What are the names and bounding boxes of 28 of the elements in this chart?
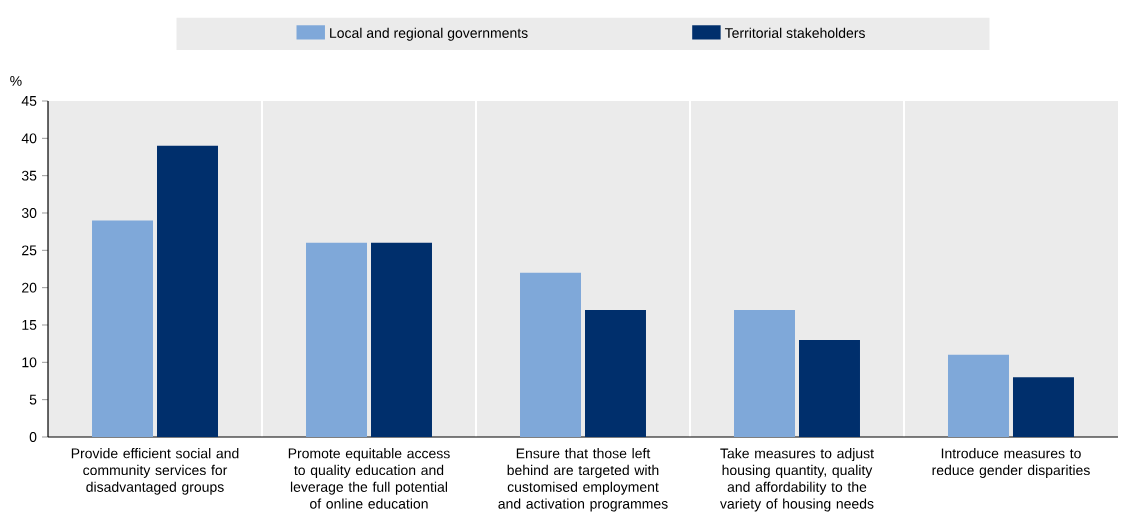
- y-tick-label: 5: [29, 394, 37, 405]
- bar: [948, 354, 1009, 437]
- x-tick-label: Introduce measures to reduce gender disparities: [932, 448, 1090, 478]
- bar: [798, 339, 860, 437]
- bar: [585, 310, 646, 437]
- y-tick-label: 0: [29, 432, 37, 442]
- y-tick-label: 25: [22, 245, 37, 256]
- bar: [306, 242, 368, 437]
- bar: [92, 220, 154, 437]
- bar: [520, 272, 581, 437]
- y-tick-label: 30: [21, 208, 37, 218]
- y-tick-label: 35: [21, 170, 37, 181]
- bar: [371, 242, 432, 437]
- legend-label: Territorial stakeholders: [724, 27, 865, 38]
- x-tick-label: Take measures to adjust housing quantity, quality and affordability to the variety of housing needs: [720, 448, 874, 512]
- y-tick-label: 10: [22, 357, 37, 368]
- bar: [157, 145, 218, 437]
- y-tick-label: 40: [21, 133, 37, 144]
- x-tick-label: Promote equitable access to quality education and leverage the full potential of online education: [288, 448, 450, 509]
- y-axis-title: %: [10, 76, 22, 86]
- legend-label: Local and regional governments: [330, 27, 528, 41]
- bar: [1012, 377, 1074, 437]
- y-tick-label: 45: [21, 96, 37, 106]
- x-tick-label: Provide efficient social and community services for disadvantaged groups: [71, 448, 239, 495]
- y-tick-label: 15: [22, 320, 37, 330]
- x-tick-label: Ensure that those left behind are targeted with customised employment and activation programmes: [498, 448, 668, 512]
- bar: [734, 310, 795, 437]
- y-tick-label: 20: [22, 282, 37, 293]
